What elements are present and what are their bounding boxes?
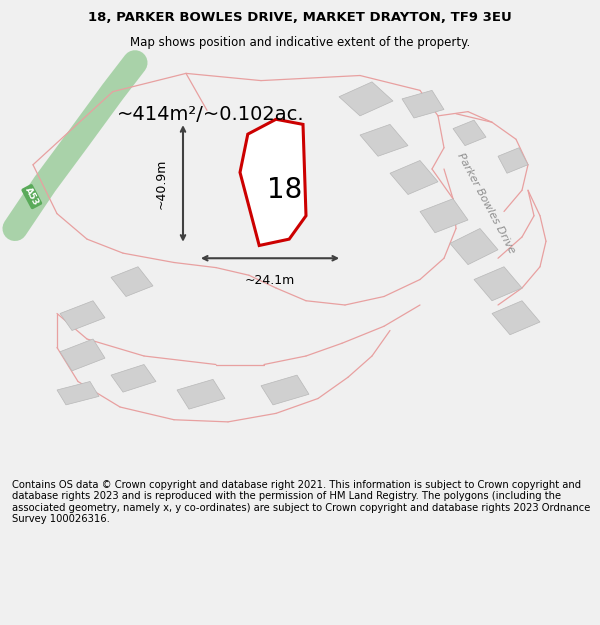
Polygon shape bbox=[111, 267, 153, 296]
Text: 18: 18 bbox=[268, 176, 302, 204]
Polygon shape bbox=[360, 124, 408, 156]
Polygon shape bbox=[57, 381, 99, 405]
Polygon shape bbox=[339, 82, 393, 116]
Text: Contains OS data © Crown copyright and database right 2021. This information is : Contains OS data © Crown copyright and d… bbox=[12, 479, 590, 524]
Polygon shape bbox=[111, 364, 156, 392]
Text: ~24.1m: ~24.1m bbox=[245, 274, 295, 288]
Polygon shape bbox=[60, 339, 105, 371]
Text: ~414m²/~0.102ac.: ~414m²/~0.102ac. bbox=[117, 105, 305, 124]
Polygon shape bbox=[453, 120, 486, 146]
Polygon shape bbox=[474, 267, 522, 301]
Polygon shape bbox=[390, 161, 438, 194]
Polygon shape bbox=[261, 375, 309, 405]
Text: Map shows position and indicative extent of the property.: Map shows position and indicative extent… bbox=[130, 36, 470, 49]
Polygon shape bbox=[420, 199, 468, 232]
Polygon shape bbox=[498, 148, 528, 173]
Polygon shape bbox=[492, 301, 540, 335]
Polygon shape bbox=[402, 91, 444, 118]
Polygon shape bbox=[450, 229, 498, 264]
Polygon shape bbox=[177, 379, 225, 409]
Text: A53: A53 bbox=[23, 186, 40, 208]
Polygon shape bbox=[240, 119, 306, 246]
Polygon shape bbox=[60, 301, 105, 331]
Text: Parker Bowles Drive: Parker Bowles Drive bbox=[455, 151, 517, 255]
Text: ~40.9m: ~40.9m bbox=[155, 158, 168, 209]
Text: 18, PARKER BOWLES DRIVE, MARKET DRAYTON, TF9 3EU: 18, PARKER BOWLES DRIVE, MARKET DRAYTON,… bbox=[88, 11, 512, 24]
